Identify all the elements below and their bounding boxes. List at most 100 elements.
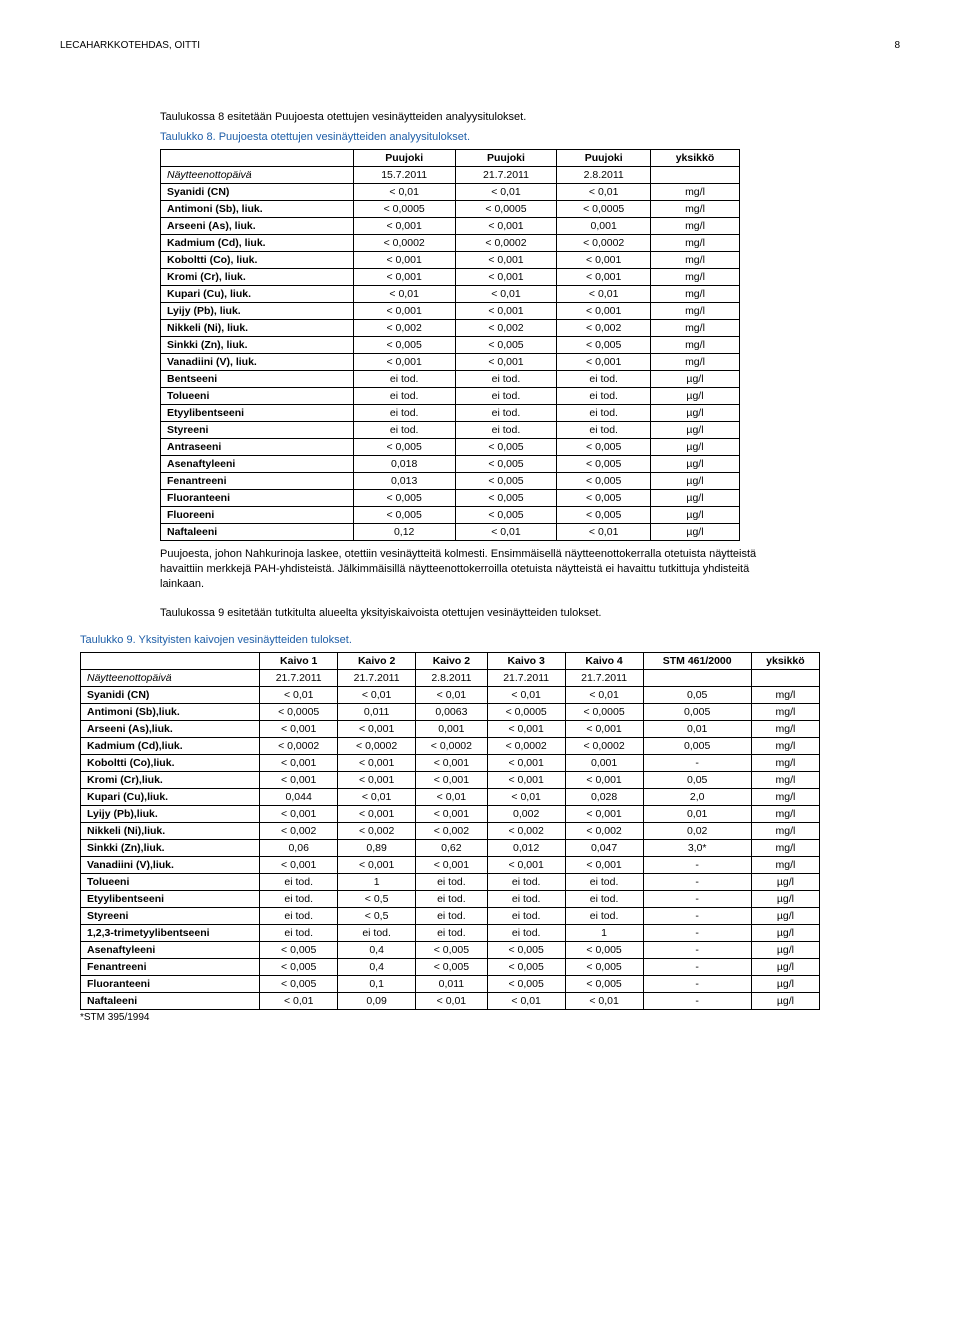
cell: < 0,001 [455,303,557,320]
cell: < 0,001 [557,354,651,371]
cell: mg/l [650,184,739,201]
cell: 1 [565,925,643,942]
cell: < 0,001 [353,252,455,269]
cell: 0,01 [643,806,751,823]
cell: < 0,0002 [353,235,455,252]
cell: 0,013 [353,473,455,490]
cell: ei tod. [353,388,455,405]
cell: - [643,755,751,772]
cell: < 0,002 [565,823,643,840]
col-header: Puujoki [455,150,557,167]
cell: mg/l [650,252,739,269]
cell: 21.7.2011 [260,670,338,687]
table1-body: Näytteenottopäivä15.7.201121.7.20112.8.2… [161,167,740,541]
cell: mg/l [650,354,739,371]
cell: ei tod. [353,371,455,388]
cell: 0,012 [487,840,565,857]
cell: < 0,005 [557,490,651,507]
col-header [81,653,260,670]
cell: 0,028 [565,789,643,806]
cell: 0,001 [557,218,651,235]
cell: Tolueeni [161,388,354,405]
cell: < 0,0005 [487,704,565,721]
cell: < 0,002 [557,320,651,337]
cell: 0,047 [565,840,643,857]
cell: - [643,925,751,942]
cell: ei tod. [557,405,651,422]
cell: 0,4 [338,942,416,959]
cell: < 0,002 [338,823,416,840]
cell: ei tod. [557,371,651,388]
paragraph-2: Taulukossa 9 esitetään tutkitulta alueel… [160,606,780,621]
cell: µg/l [751,891,819,908]
cell: < 0,01 [338,687,416,704]
cell: < 0,001 [487,772,565,789]
cell: Fluoreeni [161,507,354,524]
cell: µg/l [751,874,819,891]
cell: 0,01 [643,721,751,738]
cell: < 0,001 [338,772,416,789]
cell: < 0,01 [565,993,643,1010]
cell: Lyijy (Pb),liuk. [81,806,260,823]
cell: < 0,001 [416,857,488,874]
cell: Arseeni (As), liuk. [161,218,354,235]
cell: ei tod. [487,908,565,925]
cell: 0,001 [416,721,488,738]
cell: < 0,0002 [260,738,338,755]
cell: µg/l [650,371,739,388]
cell: µg/l [751,908,819,925]
cell: 0,005 [643,738,751,755]
cell: < 0,01 [353,286,455,303]
col-header: Kaivo 3 [487,653,565,670]
cell: µg/l [650,405,739,422]
cell: < 0,01 [455,184,557,201]
cell: < 0,0005 [353,201,455,218]
cell: 0,05 [643,772,751,789]
cell: < 0,001 [565,806,643,823]
cell: < 0,001 [416,755,488,772]
cell: Vanadiini (V),liuk. [81,857,260,874]
col-header: yksikkö [751,653,819,670]
cell: < 0,0005 [565,704,643,721]
cell: < 0,0005 [455,201,557,218]
cell: < 0,001 [260,857,338,874]
cell: < 0,005 [565,976,643,993]
cell: - [643,857,751,874]
cell: ei tod. [416,891,488,908]
cell: ei tod. [487,925,565,942]
cell: 0,044 [260,789,338,806]
cell: < 0,005 [353,439,455,456]
cell: < 0,005 [455,337,557,354]
cell: < 0,01 [338,789,416,806]
cell: < 0,001 [455,252,557,269]
cell: ei tod. [557,422,651,439]
cell: mg/l [751,772,819,789]
intro-text: Taulukossa 8 esitetään Puujoesta otettuj… [160,111,900,123]
cell: mg/l [650,218,739,235]
cell: - [643,959,751,976]
cell: mg/l [650,303,739,320]
cell: Styreeni [161,422,354,439]
cell: Kupari (Cu), liuk. [161,286,354,303]
cell: < 0,005 [260,959,338,976]
cell: < 0,005 [487,976,565,993]
cell: 1,2,3-trimetyylibentseeni [81,925,260,942]
cell: Sinkki (Zn),liuk. [81,840,260,857]
cell: < 0,01 [353,184,455,201]
cell: mg/l [751,738,819,755]
cell: < 0,001 [565,772,643,789]
cell: < 0,001 [260,806,338,823]
cell: mg/l [751,806,819,823]
cell: < 0,005 [353,490,455,507]
cell: 0,02 [643,823,751,840]
col-header: STM 461/2000 [643,653,751,670]
cell: ei tod. [455,371,557,388]
footnote: *STM 395/1994 [80,1012,900,1023]
cell: 0,011 [338,704,416,721]
cell: 0,001 [565,755,643,772]
cell: < 0,002 [487,823,565,840]
cell: < 0,0002 [565,738,643,755]
cell: mg/l [751,704,819,721]
cell: < 0,001 [487,857,565,874]
cell: < 0,01 [487,789,565,806]
